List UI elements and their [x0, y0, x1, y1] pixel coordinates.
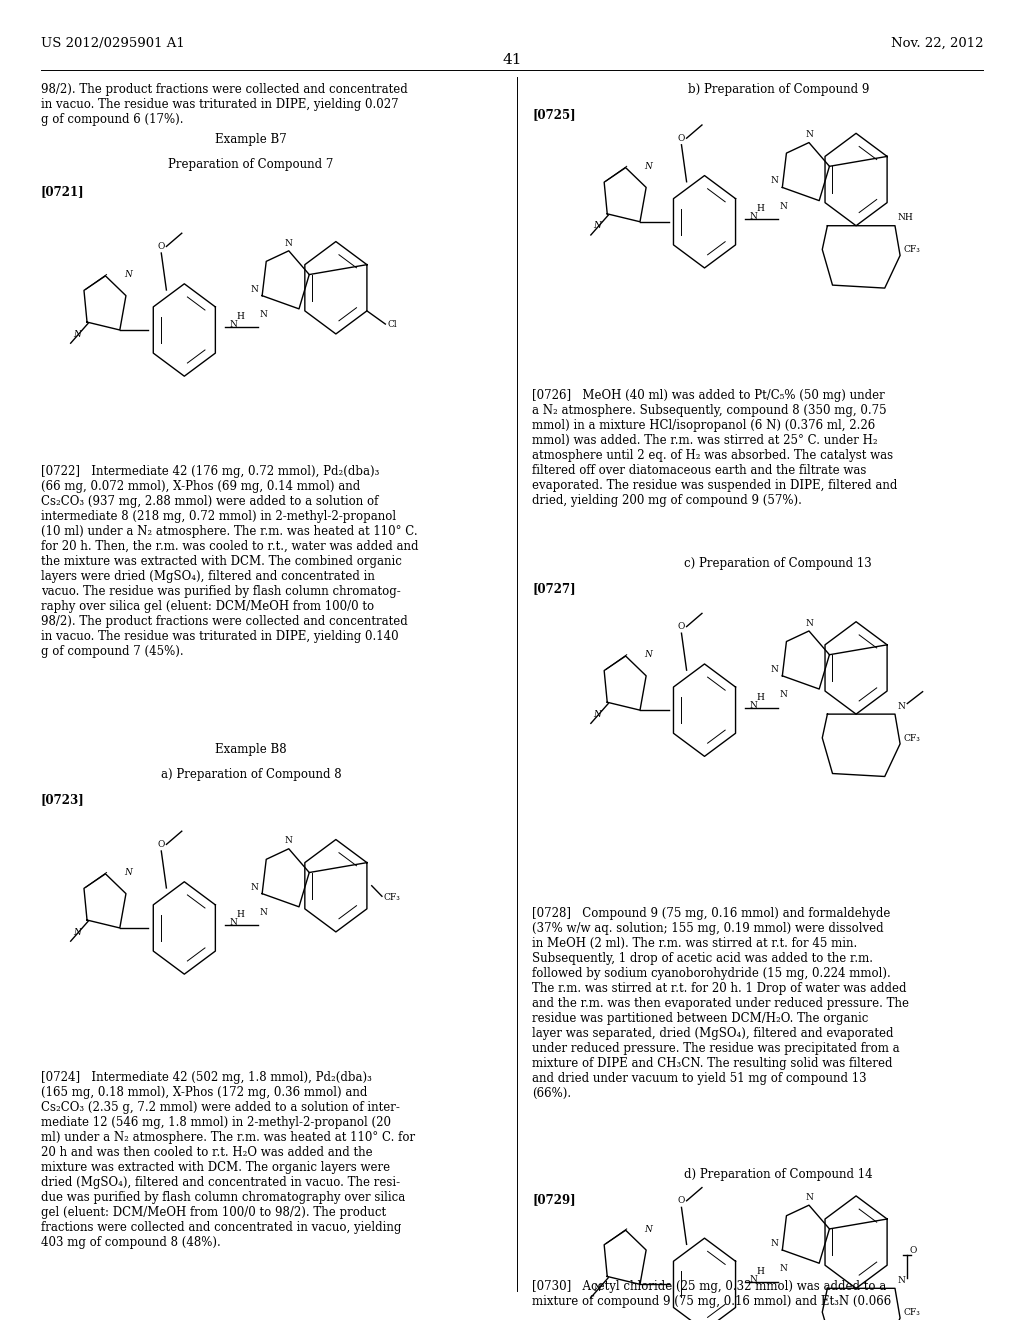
- Text: a) Preparation of Compound 8: a) Preparation of Compound 8: [161, 768, 341, 781]
- Text: NH: NH: [897, 214, 912, 223]
- Text: N: N: [750, 701, 758, 710]
- Text: H: H: [757, 693, 764, 702]
- Text: N: N: [644, 651, 652, 660]
- Text: [0730]   Acetyl chloride (25 mg, 0.32 mmol) was added to a
mixture of compound 9: [0730] Acetyl chloride (25 mg, 0.32 mmol…: [532, 1280, 892, 1308]
- Text: N: N: [779, 1265, 787, 1274]
- Text: O: O: [678, 133, 685, 143]
- Text: N: N: [73, 928, 81, 937]
- Text: N: N: [124, 271, 132, 280]
- Text: CF₃: CF₃: [903, 1308, 920, 1317]
- Text: N: N: [229, 919, 238, 928]
- Text: O: O: [158, 242, 165, 251]
- Text: N: N: [259, 310, 267, 319]
- Text: N: N: [770, 1239, 778, 1249]
- Text: N: N: [750, 1275, 758, 1284]
- Text: H: H: [757, 205, 764, 214]
- Text: d) Preparation of Compound 14: d) Preparation of Compound 14: [684, 1168, 872, 1181]
- Text: [0725]: [0725]: [532, 108, 577, 121]
- Text: N: N: [750, 213, 758, 222]
- Text: Preparation of Compound 7: Preparation of Compound 7: [168, 158, 334, 172]
- Text: O: O: [909, 1246, 916, 1255]
- Text: CF₃: CF₃: [903, 246, 920, 255]
- Text: [0727]: [0727]: [532, 582, 577, 595]
- Text: [0722]   Intermediate 42 (176 mg, 0.72 mmol), Pd₂(dba)₃
(66 mg, 0.072 mmol), X-P: [0722] Intermediate 42 (176 mg, 0.72 mmo…: [41, 465, 419, 657]
- Text: b) Preparation of Compound 9: b) Preparation of Compound 9: [687, 83, 869, 96]
- Text: CF₃: CF₃: [384, 894, 400, 903]
- Text: N: N: [897, 1276, 905, 1286]
- Text: N: N: [250, 883, 258, 892]
- Text: [0724]   Intermediate 42 (502 mg, 1.8 mmol), Pd₂(dba)₃
(165 mg, 0.18 mmol), X-Ph: [0724] Intermediate 42 (502 mg, 1.8 mmol…: [41, 1071, 415, 1249]
- Text: N: N: [805, 131, 813, 140]
- Text: Cl: Cl: [387, 319, 397, 329]
- Text: N: N: [124, 869, 132, 878]
- Text: N: N: [644, 1225, 652, 1234]
- Text: N: N: [805, 619, 813, 628]
- Text: N: N: [285, 837, 293, 846]
- Text: [0723]: [0723]: [41, 793, 85, 807]
- Text: [0721]: [0721]: [41, 185, 85, 198]
- Text: N: N: [593, 222, 601, 231]
- Text: N: N: [229, 321, 238, 330]
- Text: N: N: [897, 702, 905, 711]
- Text: O: O: [678, 1196, 685, 1205]
- Text: N: N: [593, 1284, 601, 1294]
- Text: 98/2). The product fractions were collected and concentrated
in vacuo. The resid: 98/2). The product fractions were collec…: [41, 83, 408, 127]
- Text: N: N: [285, 239, 293, 248]
- Text: N: N: [644, 162, 652, 172]
- Text: [0726]   MeOH (40 ml) was added to Pt/C₅% (50 mg) under
a N₂ atmosphere. Subsequ: [0726] MeOH (40 ml) was added to Pt/C₅% …: [532, 389, 898, 507]
- Text: N: N: [593, 710, 601, 719]
- Text: N: N: [259, 908, 267, 917]
- Text: H: H: [237, 313, 244, 322]
- Text: O: O: [158, 840, 165, 849]
- Text: US 2012/0295901 A1: US 2012/0295901 A1: [41, 37, 184, 50]
- Text: Example B7: Example B7: [215, 133, 287, 147]
- Text: 41: 41: [502, 53, 522, 67]
- Text: CF₃: CF₃: [903, 734, 920, 743]
- Text: N: N: [779, 202, 787, 211]
- Text: N: N: [250, 285, 258, 294]
- Text: N: N: [805, 1193, 813, 1203]
- Text: N: N: [770, 177, 778, 186]
- Text: H: H: [237, 911, 244, 920]
- Text: N: N: [779, 690, 787, 700]
- Text: Example B8: Example B8: [215, 743, 287, 756]
- Text: Nov. 22, 2012: Nov. 22, 2012: [891, 37, 983, 50]
- Text: O: O: [678, 622, 685, 631]
- Text: H: H: [757, 1267, 764, 1276]
- Text: N: N: [73, 330, 81, 339]
- Text: [0728]   Compound 9 (75 mg, 0.16 mmol) and formaldehyde
(37% w/w aq. solution; 1: [0728] Compound 9 (75 mg, 0.16 mmol) and…: [532, 907, 909, 1100]
- Text: c) Preparation of Compound 13: c) Preparation of Compound 13: [684, 557, 872, 570]
- Text: N: N: [770, 665, 778, 675]
- Text: [0729]: [0729]: [532, 1193, 577, 1206]
